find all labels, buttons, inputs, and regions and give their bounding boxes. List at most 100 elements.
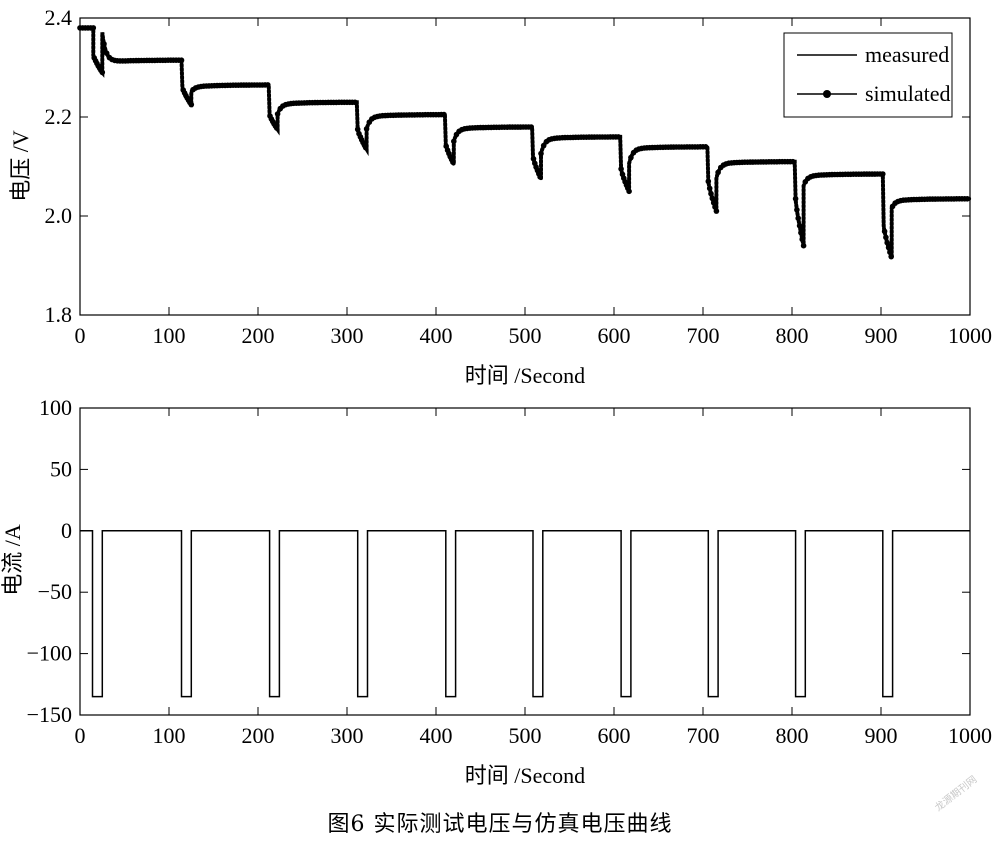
- voltage-x-tick-label: 300: [331, 323, 364, 348]
- simulated-point: [362, 144, 369, 151]
- simulated-point: [713, 208, 720, 214]
- current-x-tick-label: 800: [776, 723, 809, 748]
- current-chart: 0 100 200 300 400 500 600 700 800 900 1000−150−100…: [0, 395, 992, 788]
- simulated-point: [528, 124, 534, 130]
- simulated-point: [274, 111, 281, 117]
- simulated-point: [450, 159, 456, 165]
- simulated-point: [706, 185, 713, 192]
- figure-caption: 图6 实际测试电压与仿真电压曲线: [327, 812, 673, 837]
- simulated-point: [792, 195, 799, 202]
- simulated-point: [880, 171, 886, 177]
- simulated-point: [540, 142, 547, 149]
- current-x-tick-label: 300: [331, 723, 364, 748]
- current-x-tick-label: 400: [420, 723, 453, 748]
- simulated-point: [794, 207, 800, 213]
- current-x-tick-label: 900: [865, 723, 898, 748]
- current-x-tick-label: 200: [242, 723, 275, 748]
- simulated-point: [188, 101, 195, 108]
- simulated-point: [178, 57, 185, 63]
- voltage-y-tick-label: 2.4: [45, 5, 73, 30]
- current-x-tick-label: 700: [687, 723, 720, 748]
- voltage-y-axis-label: 电压 /V: [8, 130, 33, 202]
- simulated-point: [615, 134, 622, 140]
- current-y-axis-label: 电流 /A: [0, 524, 25, 596]
- current-x-tick-label: 0: [75, 723, 86, 748]
- simulated-point: [538, 150, 544, 157]
- current-y-tick-label: 0: [61, 518, 72, 543]
- simulated-point: [964, 196, 971, 202]
- simulated-point: [352, 99, 358, 106]
- simulated-point: [800, 242, 807, 249]
- simulated-point: [626, 188, 632, 195]
- voltage-data: [77, 25, 972, 260]
- simulated-point: [790, 158, 796, 165]
- simulated-point: [265, 82, 271, 88]
- voltage-y-tick-label: 2.2: [45, 104, 73, 129]
- voltage-x-axis-label: 时间 /Second: [465, 363, 585, 388]
- voltage-chart: 0 100 200 300 400 500 600 700 800 900 1000 1.8 2.0 2.…: [8, 5, 992, 388]
- simulated-point: [537, 174, 543, 180]
- simulated-point: [441, 111, 447, 118]
- legend-simulated-marker: [823, 90, 831, 98]
- simulated-point: [451, 138, 457, 145]
- simulated-point: [715, 169, 721, 176]
- current-data: [80, 530, 970, 698]
- simulated-point: [530, 156, 537, 162]
- voltage-y-tick-label: 2.0: [45, 203, 73, 228]
- voltage-x-tick-label: 700: [687, 323, 720, 348]
- simulated-point: [710, 200, 717, 206]
- series-current-line: [80, 530, 970, 698]
- simulated-point: [888, 253, 894, 260]
- simulated-point: [99, 69, 106, 76]
- simulated-point: [795, 215, 801, 221]
- simulated-point: [708, 190, 714, 197]
- simulated-point: [363, 126, 370, 132]
- current-y-tick-label: −150: [27, 702, 72, 727]
- current-x-tick-label: 100: [153, 723, 186, 748]
- voltage-x-tick-label: 500: [509, 323, 542, 348]
- simulated-point: [709, 195, 716, 202]
- simulated-point: [796, 222, 803, 229]
- current-y-tick-label: −50: [38, 579, 72, 604]
- voltage-ticks: 0 100 200 300 400 500 600 700 800 900 1000 1.8 2.0 2.…: [45, 5, 993, 348]
- current-y-tick-label: 100: [39, 395, 72, 420]
- simulated-point: [618, 166, 624, 172]
- current-x-tick-label: 600: [598, 723, 631, 748]
- current-x-tick-label: 500: [509, 723, 542, 748]
- simulated-point: [798, 229, 804, 236]
- voltage-x-tick-label: 400: [420, 323, 453, 348]
- legend-box: [783, 32, 953, 118]
- voltage-x-tick-label: 200: [242, 323, 275, 348]
- legend-measured-label: measured: [865, 42, 949, 67]
- current-x-tick-label: 1000: [948, 723, 992, 748]
- voltage-x-tick-label: 800: [776, 323, 809, 348]
- simulated-point: [887, 249, 893, 255]
- simulated-point: [101, 41, 107, 47]
- simulated-point: [881, 228, 888, 235]
- voltage-x-tick-label: 0: [75, 323, 86, 348]
- current-y-tick-label: −100: [27, 641, 72, 666]
- simulated-point: [702, 144, 709, 150]
- simulated-point: [885, 244, 892, 251]
- current-x-axis-label: 时间 /Second: [465, 763, 585, 788]
- voltage-x-tick-label: 600: [598, 323, 631, 348]
- legend: measured simulated: [783, 32, 953, 118]
- current-y-tick-label: 50: [50, 456, 72, 481]
- simulated-point: [883, 234, 889, 241]
- simulated-point: [103, 50, 110, 56]
- simulated-point: [884, 239, 890, 246]
- legend-simulated-label: simulated: [865, 81, 951, 106]
- simulated-point: [705, 178, 712, 185]
- current-plot-frame: [79, 407, 971, 716]
- current-ticks: 0 100 200 300 400 500 600 700 800 900 1000−150−100…: [27, 395, 992, 748]
- simulated-point: [90, 25, 97, 31]
- simulated-point: [628, 154, 634, 161]
- voltage-x-tick-label: 900: [865, 323, 898, 348]
- voltage-y-tick-label: 1.8: [45, 302, 73, 327]
- simulated-point: [273, 125, 280, 131]
- simulated-point: [354, 126, 361, 133]
- voltage-x-tick-label: 100: [153, 323, 186, 348]
- simulated-point: [799, 236, 805, 243]
- voltage-x-tick-label: 1000: [948, 323, 992, 348]
